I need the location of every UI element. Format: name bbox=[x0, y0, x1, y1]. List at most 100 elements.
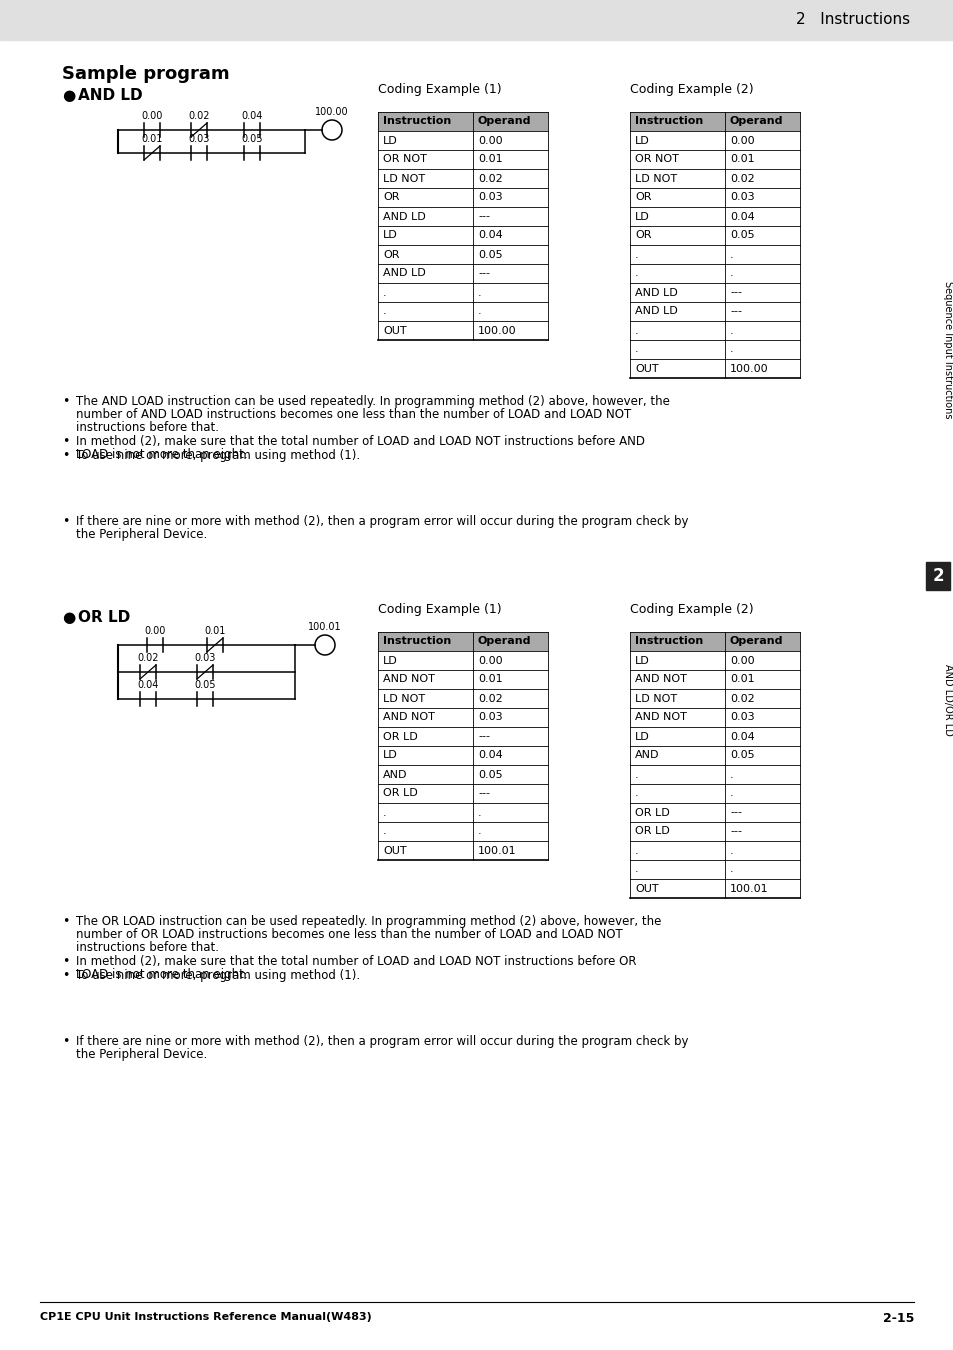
Text: 100.01: 100.01 bbox=[729, 883, 768, 894]
Text: ---: --- bbox=[477, 212, 490, 221]
Text: 0.02: 0.02 bbox=[188, 111, 210, 122]
Text: The AND LOAD instruction can be used repeatedly. In programming method (2) above: The AND LOAD instruction can be used rep… bbox=[76, 396, 669, 408]
Text: OR NOT: OR NOT bbox=[382, 154, 426, 165]
Text: ---: --- bbox=[729, 306, 741, 316]
Text: Coding Example (2): Coding Example (2) bbox=[629, 82, 753, 96]
Text: ●: ● bbox=[62, 610, 75, 625]
Text: Instruction: Instruction bbox=[382, 116, 451, 127]
Text: 0.01: 0.01 bbox=[477, 675, 502, 684]
Text: number of OR LOAD instructions becomes one less than the number of LOAD and LOAD: number of OR LOAD instructions becomes o… bbox=[76, 927, 622, 941]
Text: the Peripheral Device.: the Peripheral Device. bbox=[76, 528, 207, 541]
Text: 0.05: 0.05 bbox=[729, 231, 754, 240]
Text: the Peripheral Device.: the Peripheral Device. bbox=[76, 1048, 207, 1061]
Text: 0.03: 0.03 bbox=[477, 193, 502, 202]
Text: 0.05: 0.05 bbox=[729, 751, 754, 760]
Text: Operand: Operand bbox=[729, 116, 782, 127]
Text: OR: OR bbox=[635, 231, 651, 240]
Text: .: . bbox=[635, 269, 638, 278]
Text: ●: ● bbox=[62, 88, 75, 103]
Bar bbox=[0, 0, 953, 40]
Text: ---: --- bbox=[477, 788, 490, 798]
Text: 0.02: 0.02 bbox=[729, 174, 754, 184]
Text: 0.02: 0.02 bbox=[729, 694, 754, 703]
Text: .: . bbox=[477, 288, 481, 297]
Text: AND: AND bbox=[635, 751, 659, 760]
Text: 0.02: 0.02 bbox=[477, 694, 502, 703]
Text: 0.00: 0.00 bbox=[144, 626, 166, 636]
Text: Sample program: Sample program bbox=[62, 65, 230, 82]
Bar bbox=[629, 632, 800, 651]
Text: Coding Example (1): Coding Example (1) bbox=[377, 603, 501, 616]
Text: Coding Example (1): Coding Example (1) bbox=[377, 82, 501, 96]
Text: AND LD: AND LD bbox=[78, 88, 143, 103]
Text: 100.00: 100.00 bbox=[729, 363, 768, 374]
Text: 0.04: 0.04 bbox=[729, 212, 754, 221]
Text: LD: LD bbox=[635, 135, 649, 146]
Text: OUT: OUT bbox=[382, 325, 406, 336]
Text: 0.04: 0.04 bbox=[477, 231, 502, 240]
Text: .: . bbox=[635, 250, 638, 259]
Bar bbox=[377, 632, 547, 651]
Text: 0.05: 0.05 bbox=[241, 134, 262, 144]
Text: .: . bbox=[729, 344, 733, 355]
Text: OR LD: OR LD bbox=[382, 732, 417, 741]
Text: Instruction: Instruction bbox=[635, 116, 702, 127]
Text: .: . bbox=[635, 344, 638, 355]
Text: OR NOT: OR NOT bbox=[635, 154, 679, 165]
Text: .: . bbox=[729, 788, 733, 798]
Text: ---: --- bbox=[729, 807, 741, 818]
Text: 0.01: 0.01 bbox=[204, 626, 226, 636]
Text: 0.03: 0.03 bbox=[729, 193, 754, 202]
Text: instructions before that.: instructions before that. bbox=[76, 421, 219, 433]
Text: OR LD: OR LD bbox=[635, 807, 669, 818]
Text: LD: LD bbox=[382, 135, 397, 146]
Text: AND LD: AND LD bbox=[635, 306, 677, 316]
Text: 0.00: 0.00 bbox=[729, 656, 754, 666]
Text: Instruction: Instruction bbox=[635, 636, 702, 647]
Text: instructions before that.: instructions before that. bbox=[76, 941, 219, 954]
Text: OR: OR bbox=[635, 193, 651, 202]
Text: OUT: OUT bbox=[635, 883, 658, 894]
Text: •: • bbox=[62, 435, 70, 448]
Text: LD NOT: LD NOT bbox=[382, 694, 425, 703]
Text: .: . bbox=[635, 845, 638, 856]
Text: 0.04: 0.04 bbox=[137, 680, 158, 690]
Text: LOAD is not more than eight.: LOAD is not more than eight. bbox=[76, 968, 248, 981]
Text: number of AND LOAD instructions becomes one less than the number of LOAD and LOA: number of AND LOAD instructions becomes … bbox=[76, 408, 631, 421]
Text: .: . bbox=[635, 864, 638, 875]
Text: LD: LD bbox=[635, 732, 649, 741]
Text: In method (2), make sure that the total number of LOAD and LOAD NOT instructions: In method (2), make sure that the total … bbox=[76, 435, 644, 448]
Text: 0.00: 0.00 bbox=[477, 135, 502, 146]
Text: 0.05: 0.05 bbox=[477, 250, 502, 259]
Text: .: . bbox=[635, 769, 638, 779]
Text: •: • bbox=[62, 954, 70, 968]
Text: 0.00: 0.00 bbox=[141, 111, 163, 122]
Text: .: . bbox=[382, 288, 386, 297]
Bar bbox=[629, 112, 800, 131]
Text: .: . bbox=[382, 807, 386, 818]
Text: •: • bbox=[62, 1035, 70, 1048]
Text: .: . bbox=[382, 306, 386, 316]
Text: 100.00: 100.00 bbox=[314, 107, 349, 117]
Text: .: . bbox=[382, 826, 386, 837]
Text: Instruction: Instruction bbox=[382, 636, 451, 647]
Text: .: . bbox=[729, 769, 733, 779]
Text: ---: --- bbox=[477, 732, 490, 741]
Text: 0.01: 0.01 bbox=[477, 154, 502, 165]
Text: 0.03: 0.03 bbox=[188, 134, 210, 144]
Text: AND NOT: AND NOT bbox=[635, 675, 686, 684]
Text: .: . bbox=[477, 807, 481, 818]
Text: •: • bbox=[62, 396, 70, 408]
Text: CP1E CPU Unit Instructions Reference Manual(W483): CP1E CPU Unit Instructions Reference Man… bbox=[40, 1312, 372, 1322]
Text: LD NOT: LD NOT bbox=[635, 694, 677, 703]
Text: Coding Example (2): Coding Example (2) bbox=[629, 603, 753, 616]
Text: .: . bbox=[729, 325, 733, 336]
Text: .: . bbox=[477, 306, 481, 316]
Text: 0.03: 0.03 bbox=[729, 713, 754, 722]
Text: 0.05: 0.05 bbox=[194, 680, 215, 690]
Text: 100.00: 100.00 bbox=[477, 325, 517, 336]
Text: LD: LD bbox=[635, 656, 649, 666]
Text: OR LD: OR LD bbox=[78, 610, 131, 625]
Bar bbox=[925, 562, 949, 590]
Text: If there are nine or more with method (2), then a program error will occur durin: If there are nine or more with method (2… bbox=[76, 1035, 688, 1048]
